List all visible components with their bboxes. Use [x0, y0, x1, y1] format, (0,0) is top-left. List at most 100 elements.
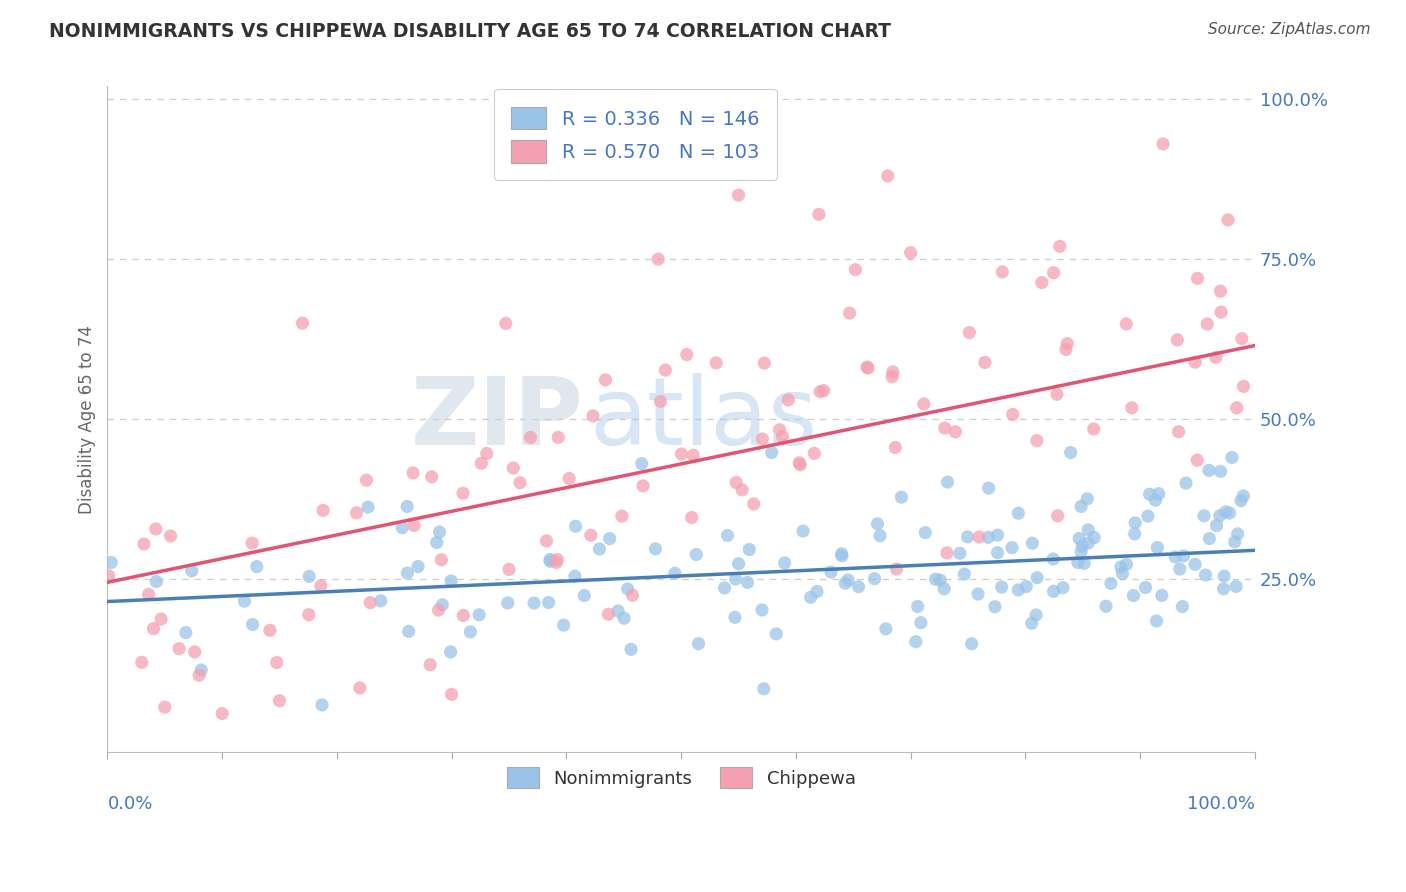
Point: [681, 510, 703, 524]
Point: [1175, 476, 1198, 491]
Point: [558, 471, 581, 485]
Point: [621, 588, 644, 602]
Point: [537, 595, 560, 609]
Point: [1147, 486, 1170, 500]
Point: [432, 598, 454, 612]
Point: [553, 618, 575, 632]
Point: [727, 557, 749, 571]
Point: [138, 587, 160, 601]
Point: [727, 188, 749, 202]
Point: [453, 608, 475, 623]
Point: [180, 564, 202, 578]
Point: [440, 574, 463, 588]
Point: [298, 569, 321, 583]
Point: [100, 556, 122, 570]
Point: [844, 262, 866, 277]
Point: [936, 475, 959, 489]
Point: [295, 761, 318, 775]
Point: [402, 518, 425, 533]
Point: [1136, 509, 1159, 524]
Point: [1173, 549, 1195, 563]
Point: [406, 559, 429, 574]
Point: [863, 572, 886, 586]
Point: [402, 466, 425, 480]
Point: [167, 641, 190, 656]
Point: [882, 365, 904, 379]
Point: [831, 547, 853, 561]
Point: [1015, 580, 1038, 594]
Point: [439, 645, 461, 659]
Point: [773, 556, 796, 570]
Point: [967, 530, 990, 544]
Point: [1167, 425, 1189, 439]
Point: [831, 549, 853, 563]
Point: [356, 473, 378, 487]
Point: [876, 169, 898, 183]
Point: [1021, 536, 1043, 550]
Point: [574, 589, 596, 603]
Point: [470, 456, 492, 470]
Point: [1187, 271, 1209, 285]
Point: [1150, 589, 1173, 603]
Point: [1077, 536, 1099, 550]
Point: [420, 469, 443, 483]
Point: [1109, 560, 1132, 574]
Point: [990, 580, 1012, 594]
Point: [588, 541, 610, 556]
Point: [724, 572, 747, 586]
Point: [188, 668, 211, 682]
Point: [761, 445, 783, 459]
Point: [907, 599, 929, 614]
Point: [547, 430, 569, 444]
Point: [1077, 523, 1099, 537]
Point: [546, 556, 568, 570]
Point: [132, 537, 155, 551]
Point: [211, 706, 233, 721]
Point: [1213, 569, 1236, 583]
Point: [1069, 532, 1091, 546]
Point: [671, 447, 693, 461]
Point: [986, 546, 1008, 560]
Point: [1021, 616, 1043, 631]
Point: [610, 509, 633, 524]
Point: [427, 603, 450, 617]
Point: [269, 694, 291, 708]
Point: [1187, 453, 1209, 467]
Point: [1209, 305, 1232, 319]
Point: [1099, 576, 1122, 591]
Point: [1216, 213, 1239, 227]
Legend: Nonimmigrants, Chippewa: Nonimmigrants, Chippewa: [492, 753, 870, 803]
Point: [1166, 333, 1188, 347]
Point: [956, 530, 979, 544]
Point: [1123, 526, 1146, 541]
Point: [1070, 545, 1092, 559]
Point: [808, 384, 831, 399]
Point: [869, 529, 891, 543]
Point: [1054, 343, 1077, 357]
Point: [97, 569, 120, 583]
Point: [259, 624, 281, 638]
Point: [1198, 532, 1220, 546]
Point: [1146, 614, 1168, 628]
Point: [564, 519, 586, 533]
Point: [1146, 541, 1168, 555]
Point: [1194, 568, 1216, 582]
Point: [1215, 505, 1237, 519]
Point: [934, 582, 956, 596]
Point: [1198, 463, 1220, 477]
Point: [349, 681, 371, 695]
Point: [1144, 493, 1167, 508]
Point: [924, 572, 946, 586]
Point: [616, 582, 638, 596]
Point: [800, 591, 823, 605]
Point: [1184, 355, 1206, 369]
Point: [370, 594, 392, 608]
Point: [1171, 599, 1194, 614]
Point: [856, 361, 879, 376]
Point: [1052, 581, 1074, 595]
Point: [772, 429, 794, 443]
Point: [599, 532, 621, 546]
Point: [266, 656, 288, 670]
Point: [496, 596, 519, 610]
Point: [546, 552, 568, 566]
